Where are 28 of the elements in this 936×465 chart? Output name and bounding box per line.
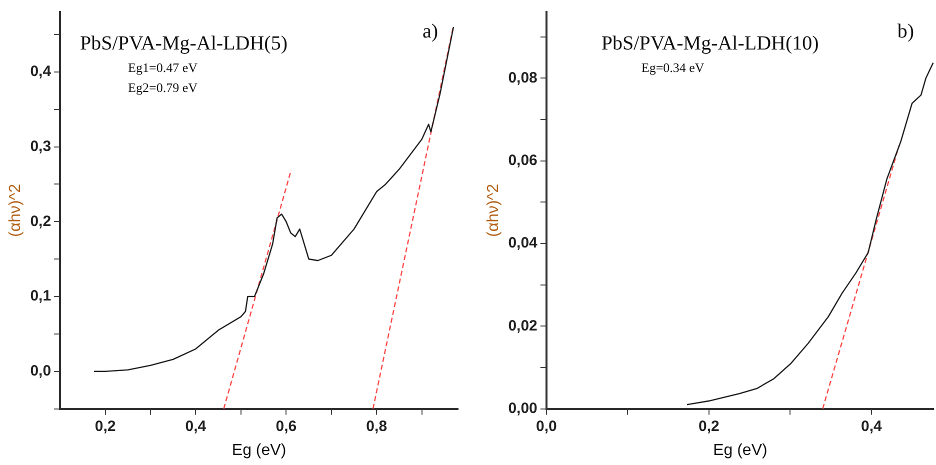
- x-tick-label: 0,4: [861, 418, 883, 435]
- y-axis-title: (αhν)^2: [485, 184, 502, 238]
- y-tick-label: 0,1: [30, 288, 52, 305]
- annotation: Eg2=0.79 eV: [128, 80, 198, 95]
- x-tick-label: 0,2: [94, 418, 116, 435]
- y-axis-title: (αhν)^2: [7, 184, 24, 238]
- y-tick-label: 0,2: [30, 212, 52, 230]
- y-tick-label: 0,4: [30, 63, 52, 80]
- x-tick-label: 0,2: [698, 418, 720, 435]
- annotation: b): [897, 20, 914, 42]
- text: PbS/PVA-Mg-Al-LDH(10): [601, 32, 819, 54]
- x-axis-title: Eg (eV): [713, 442, 768, 459]
- x-axis-title: Eg (eV): [232, 442, 286, 459]
- y-tick-label: 0,06: [508, 152, 538, 169]
- y-tick-label: 0,00: [508, 400, 538, 417]
- text: PbS/PVA-Mg-Al-LDH(5): [80, 32, 288, 54]
- x-tick-label: 0,4: [185, 418, 207, 435]
- y-tick-label: 0,3: [30, 138, 52, 155]
- x-tick-label: 0,6: [276, 418, 297, 435]
- x-tick-label: 0,8: [366, 418, 388, 435]
- y-tick-label: 0,04: [508, 234, 538, 252]
- y-tick-label: 0,0: [30, 362, 52, 380]
- annotation: Eg=0.34 eV: [641, 60, 705, 75]
- annotation: a): [422, 20, 438, 42]
- x-tick-label: 0,0: [536, 418, 557, 435]
- annotation: Eg1=0.47 eV: [128, 60, 198, 75]
- y-tick-label: 0,02: [508, 317, 538, 334]
- y-tick-label: 0,08: [508, 69, 538, 86]
